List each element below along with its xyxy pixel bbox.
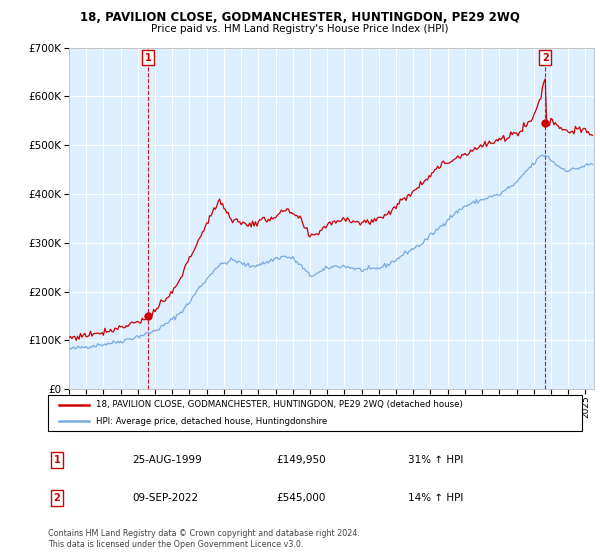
Text: 1: 1 bbox=[53, 455, 61, 465]
Text: 2: 2 bbox=[542, 53, 548, 63]
Text: 31% ↑ HPI: 31% ↑ HPI bbox=[408, 455, 463, 465]
Text: 18, PAVILION CLOSE, GODMANCHESTER, HUNTINGDON, PE29 2WQ (detached house): 18, PAVILION CLOSE, GODMANCHESTER, HUNTI… bbox=[96, 400, 463, 409]
Text: HPI: Average price, detached house, Huntingdonshire: HPI: Average price, detached house, Hunt… bbox=[96, 417, 327, 426]
Text: 1: 1 bbox=[145, 53, 151, 63]
Text: Price paid vs. HM Land Registry's House Price Index (HPI): Price paid vs. HM Land Registry's House … bbox=[151, 24, 449, 34]
Text: £545,000: £545,000 bbox=[276, 493, 325, 503]
Text: 09-SEP-2022: 09-SEP-2022 bbox=[132, 493, 198, 503]
Text: £149,950: £149,950 bbox=[276, 455, 326, 465]
Text: 18, PAVILION CLOSE, GODMANCHESTER, HUNTINGDON, PE29 2WQ: 18, PAVILION CLOSE, GODMANCHESTER, HUNTI… bbox=[80, 11, 520, 24]
Text: 25-AUG-1999: 25-AUG-1999 bbox=[132, 455, 202, 465]
Text: 2: 2 bbox=[53, 493, 61, 503]
Text: Contains HM Land Registry data © Crown copyright and database right 2024.
This d: Contains HM Land Registry data © Crown c… bbox=[48, 529, 360, 549]
Text: 14% ↑ HPI: 14% ↑ HPI bbox=[408, 493, 463, 503]
